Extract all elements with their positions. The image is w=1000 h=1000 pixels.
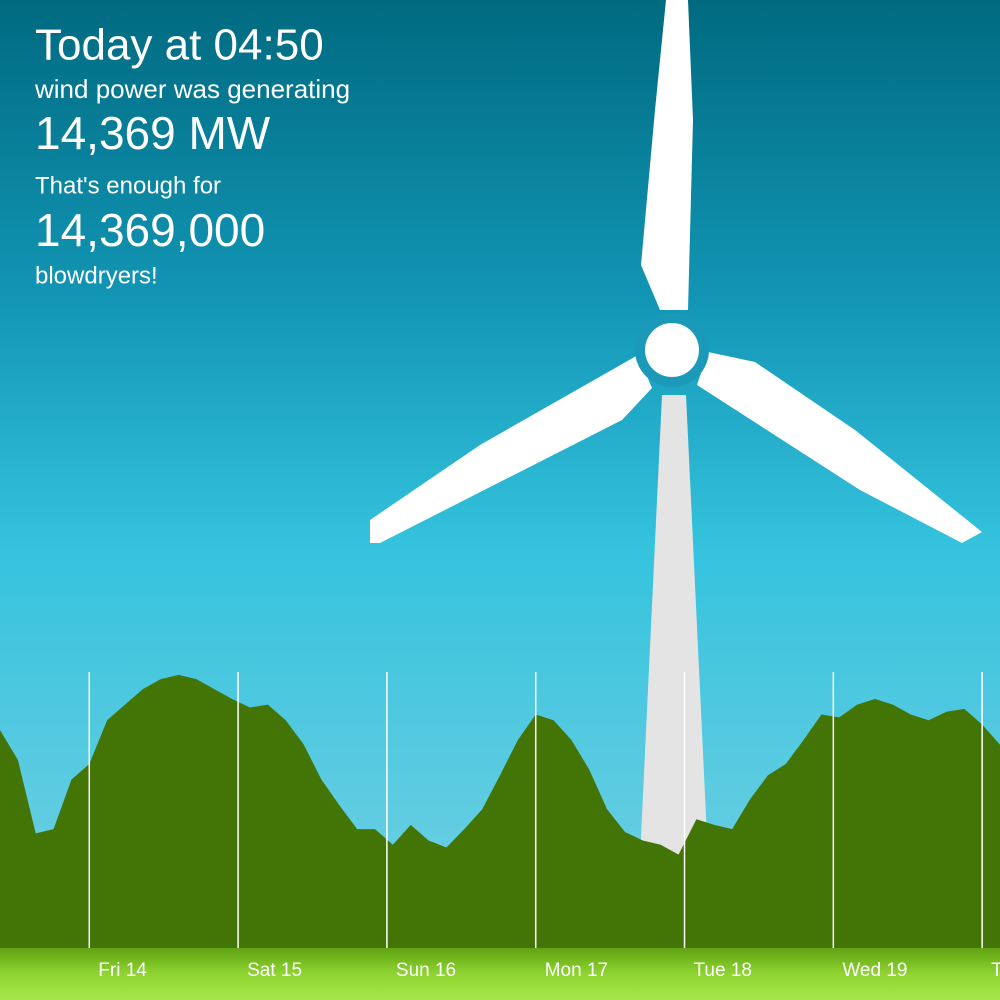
blade: [641, 0, 693, 310]
power-value: 14,369 MW: [35, 107, 271, 159]
x-axis: Fri 14 Sat 15 Sun 16 Mon 17 Tue 18 Wed 19 Thu …: [88, 672, 1000, 981]
x-tick-label: Wed 19: [842, 960, 907, 981]
plot-area: [0, 674, 1000, 948]
count-value: 14,369,000: [35, 204, 265, 256]
ground-band: [0, 948, 1000, 1000]
blade: [370, 355, 652, 543]
blade: [697, 352, 982, 543]
x-tick-label: Fri 14: [98, 960, 147, 981]
hub: [645, 323, 699, 377]
x-tick-label: Sun 16: [396, 960, 456, 981]
subline: That's enough for: [35, 172, 221, 199]
x-tick-label: Sat 15: [247, 960, 302, 981]
area: [0, 674, 1000, 948]
turbine-rotor: [370, 0, 982, 543]
turbine-tower: [638, 395, 710, 900]
headline: Today at 04:50: [35, 21, 324, 70]
x-tick-label: Thu 20: [991, 960, 1000, 981]
x-tick-label: Mon 17: [545, 960, 608, 981]
subline: blowdryers!: [35, 262, 158, 289]
x-tick-label: Tue 18: [694, 960, 752, 981]
subline: wind power was generating: [34, 74, 350, 104]
